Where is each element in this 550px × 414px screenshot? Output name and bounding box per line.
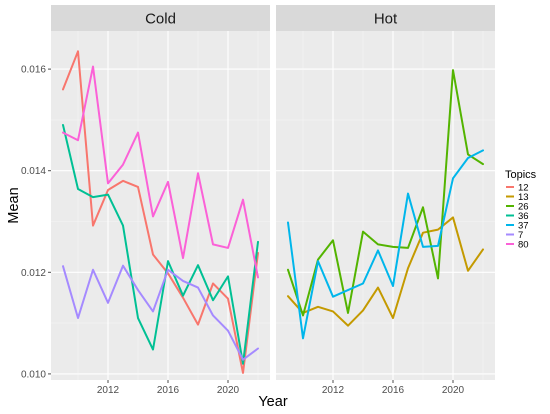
series-line-topic-80 (62, 65, 259, 279)
y-tick-label: 0.016 (21, 65, 46, 76)
legend-label-topic-80: 80 (518, 239, 529, 250)
series-line-topic-37 (287, 149, 484, 340)
y-axis-title: Mean (6, 187, 22, 223)
series-line-topic-12 (62, 50, 259, 374)
x-tick-label: 2016 (382, 385, 405, 396)
legend-label-topic-13: 13 (518, 192, 529, 203)
y-tick-label: 0.014 (21, 166, 46, 177)
x-tick-label: 2016 (157, 385, 180, 396)
legend-label-topic-37: 37 (518, 220, 529, 231)
legend-label-topic-36: 36 (518, 211, 529, 222)
facet-strip-label: Cold (145, 11, 176, 28)
series-layer (62, 50, 484, 374)
series-line-topic-7 (62, 264, 259, 361)
x-axis-title: Year (258, 394, 287, 410)
series-line-topic-36 (62, 123, 259, 365)
x-tick-label: 2020 (442, 385, 465, 396)
axes-layer: 2012 2016 2020 2012 2016 2020 0.010 0.012 0.014 0… (21, 65, 465, 396)
x-tick-label: 2012 (322, 385, 345, 396)
y-tick-label: 0.012 (21, 268, 46, 279)
grid-layer: Cold Hot (51, 5, 495, 380)
legend-label-topic-12: 12 (518, 182, 529, 193)
facet-strip (276, 5, 495, 31)
legend-title: Topics (505, 169, 537, 181)
facet-strip-label: Hot (374, 11, 398, 28)
legend-label-topic-7: 7 (518, 230, 523, 241)
series-line-topic-13 (287, 216, 484, 327)
series-line-topic-26 (287, 69, 484, 317)
x-tick-label: 2020 (217, 385, 240, 396)
facet-strip (51, 5, 270, 31)
y-tick-label: 0.010 (21, 369, 46, 380)
x-tick-label: 2012 (97, 385, 120, 396)
legend-label-topic-26: 26 (518, 201, 529, 212)
panel-background (276, 31, 495, 380)
